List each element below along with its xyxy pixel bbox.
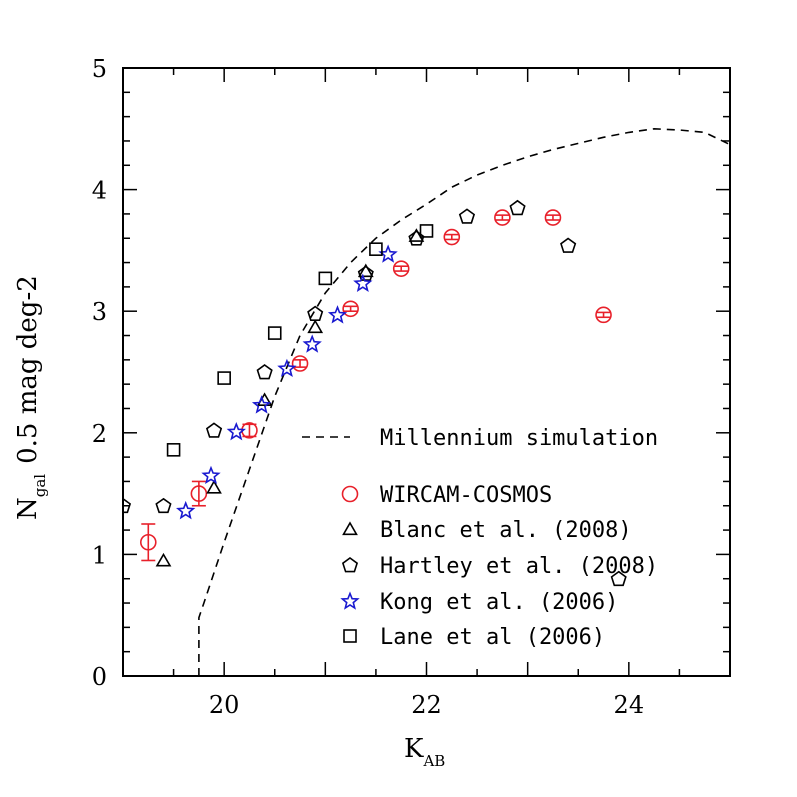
data-point: [610, 570, 627, 587]
data-point: [155, 552, 172, 567]
data-point: [307, 305, 324, 322]
data-point: [139, 533, 157, 551]
tick-labels: 20 22 24 0 1 2 3 4 5: [92, 55, 644, 719]
y-tick-label: 3: [92, 298, 107, 326]
data-marks: [123, 127, 730, 676]
y-tick-label: 0: [92, 663, 107, 691]
data-point: [342, 300, 359, 318]
data-point: [277, 358, 297, 378]
data-point: [267, 326, 282, 340]
data-point: [560, 237, 577, 253]
data-point: [357, 263, 374, 278]
series-wircam-cosmos: [139, 209, 612, 562]
y-axis-title-main: N: [13, 497, 43, 520]
legend-item-lane-et-al-2006: Lane et al (2006): [343, 625, 605, 650]
axis-ticks: [122, 67, 731, 677]
series-millennium-simulation: [198, 127, 730, 676]
data-point: [357, 265, 374, 281]
data-point: [307, 319, 324, 334]
data-point: [494, 209, 511, 226]
data-point: [392, 260, 410, 277]
series-kong-et-al-2006: [176, 244, 398, 520]
data-point: [318, 271, 333, 286]
plot-frame: [122, 67, 731, 677]
data-point: [166, 443, 181, 457]
data-point: [419, 224, 434, 238]
legend-label: Millennium simulation: [380, 426, 658, 451]
x-axis-title-subscript: AB: [422, 752, 445, 770]
legend-item-wircam-cosmos: WIRCAM-COSMOS: [341, 483, 552, 508]
data-point: [155, 497, 172, 514]
series-hartley-et-al-2008: [123, 199, 627, 587]
data-point: [302, 334, 322, 353]
x-axis-title-main: K: [404, 734, 424, 764]
data-point: [291, 355, 309, 372]
legend-label: WIRCAM-COSMOS: [380, 483, 552, 508]
series-blanc-et-al-2008: [155, 228, 425, 567]
data-point: [176, 500, 196, 520]
y-tick-label: 2: [92, 420, 107, 448]
legend-marker: [341, 557, 359, 573]
legend-label: Blanc et al. (2008): [380, 518, 632, 543]
x-tick-label: 20: [209, 691, 240, 719]
data-point: [353, 273, 373, 292]
legend-label: Kong et al. (2006): [380, 590, 618, 615]
data-point: [123, 497, 132, 514]
legend-item-hartley-et-al-2008: Hartley et al. (2008): [341, 554, 658, 579]
data-point: [190, 485, 208, 502]
y-tick-label: 1: [92, 541, 107, 569]
legend-item-blanc-et-al-2008: Blanc et al. (2008): [342, 518, 632, 543]
legend-label: Hartley et al. (2008): [380, 554, 658, 579]
data-point: [251, 395, 272, 414]
data-point: [408, 230, 425, 246]
legend-marker: [343, 629, 357, 643]
data-point: [201, 465, 221, 485]
x-tick-label: 24: [614, 691, 645, 719]
data-point: [369, 242, 383, 256]
legend-item-millennium-simulation: Millennium simulation: [302, 426, 658, 451]
series-line: [198, 127, 730, 676]
data-point: [443, 228, 461, 246]
y-tick-label: 4: [92, 177, 107, 205]
data-point: [217, 371, 231, 385]
y-tick-label: 5: [92, 55, 107, 83]
data-point: [205, 422, 223, 438]
y-axis-title-rest: 0.5 mag deg-2: [13, 275, 43, 464]
data-point: [226, 421, 246, 441]
legend-marker: [340, 591, 360, 610]
data-point: [509, 199, 526, 216]
data-point: [327, 305, 348, 324]
legend-marker: [342, 521, 358, 536]
data-point: [544, 209, 562, 226]
legend-item-kong-et-al-2006: Kong et al. (2006): [340, 590, 618, 615]
legend: Millennium simulation WIRCAM-COSMOS Blanc …: [302, 426, 658, 650]
data-point: [256, 364, 273, 380]
data-point: [458, 208, 476, 224]
data-point: [206, 479, 222, 494]
data-point: [408, 228, 425, 242]
y-axis-title: Ngal 0.5 mag deg-2: [13, 275, 49, 520]
legend-label: Lane et al (2006): [380, 625, 605, 650]
legend-marker: [341, 485, 359, 503]
data-point: [595, 306, 612, 324]
y-axis-title-subscript: gal: [31, 474, 49, 498]
x-axis-title: KAB: [404, 734, 445, 770]
x-tick-label: 22: [411, 691, 442, 719]
series-lane-et-al-2006: [166, 224, 434, 457]
